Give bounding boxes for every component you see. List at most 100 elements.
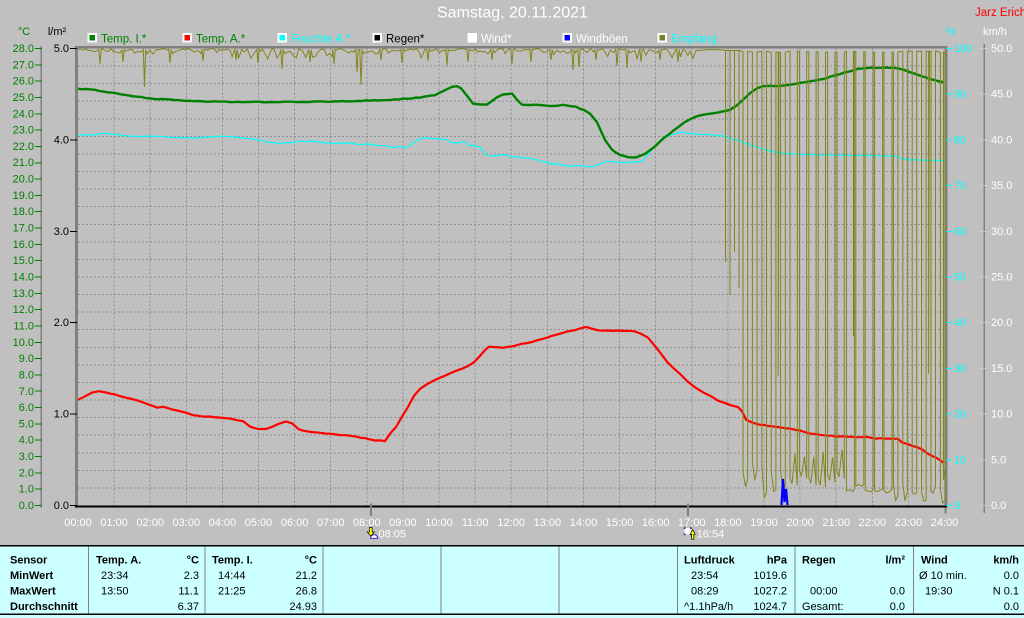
svg-text:5.0: 5.0 [54, 43, 69, 55]
svg-text:Sensor: Sensor [10, 555, 48, 567]
svg-text:7.0: 7.0 [19, 386, 34, 398]
svg-text:21:00: 21:00 [822, 517, 850, 529]
svg-text:08:29: 08:29 [691, 586, 719, 598]
svg-text:6.37: 6.37 [178, 601, 199, 613]
svg-text:30.0: 30.0 [991, 226, 1012, 238]
svg-text:17:00: 17:00 [678, 517, 706, 529]
svg-text:24.0: 24.0 [13, 108, 34, 120]
svg-text:17.0: 17.0 [13, 223, 34, 235]
svg-text:20.0: 20.0 [13, 174, 34, 186]
svg-text:24.93: 24.93 [289, 601, 317, 613]
svg-text:28.0: 28.0 [13, 43, 34, 55]
svg-text:1024.7: 1024.7 [753, 601, 787, 613]
svg-text:Regen: Regen [802, 555, 836, 567]
svg-text:23:00: 23:00 [895, 517, 923, 529]
svg-text:07:00: 07:00 [317, 517, 345, 529]
svg-text:Luftdruck: Luftdruck [684, 555, 736, 567]
svg-text:hPa: hPa [767, 555, 788, 567]
svg-text:15.0: 15.0 [13, 255, 34, 267]
svg-text:10:00: 10:00 [425, 517, 453, 529]
svg-text:°C: °C [187, 555, 199, 567]
svg-text:Temp. I.*: Temp. I.* [101, 34, 147, 46]
svg-text:26.0: 26.0 [13, 76, 34, 88]
svg-text:15.0: 15.0 [991, 363, 1012, 375]
svg-text:l/m²: l/m² [885, 555, 905, 567]
svg-text:0.0: 0.0 [890, 601, 905, 613]
svg-text:Durchschnitt: Durchschnitt [10, 601, 78, 613]
svg-text:80: 80 [954, 134, 966, 146]
svg-text:14:00: 14:00 [570, 517, 598, 529]
svg-text:Samstag, 20.11.2021: Samstag, 20.11.2021 [437, 5, 588, 22]
svg-text:Regen*: Regen* [386, 34, 425, 46]
svg-text:l/m²: l/m² [48, 26, 67, 38]
svg-text:25.0: 25.0 [991, 272, 1012, 284]
svg-text:13:50: 13:50 [101, 586, 129, 598]
svg-text:1.0: 1.0 [19, 484, 34, 496]
svg-text:05:00: 05:00 [245, 517, 273, 529]
svg-text:km/h: km/h [983, 26, 1007, 38]
svg-text:3.0: 3.0 [19, 451, 34, 463]
svg-text:2.0: 2.0 [19, 467, 34, 479]
svg-text:20.0: 20.0 [991, 317, 1012, 329]
svg-text:00:00: 00:00 [64, 517, 92, 529]
svg-text:20: 20 [954, 409, 966, 421]
svg-text:10: 10 [954, 454, 966, 466]
svg-text:40.0: 40.0 [991, 134, 1012, 146]
svg-text:04:00: 04:00 [209, 517, 237, 529]
svg-text:90: 90 [954, 89, 966, 101]
svg-text:30: 30 [954, 363, 966, 375]
svg-text:Gesamt:: Gesamt: [802, 601, 844, 613]
svg-text:MinWert: MinWert [10, 570, 54, 582]
svg-text:50: 50 [954, 272, 966, 284]
svg-text:14.0: 14.0 [13, 272, 34, 284]
svg-text:21.0: 21.0 [13, 157, 34, 169]
svg-text:45.0: 45.0 [991, 89, 1012, 101]
svg-text:18.0: 18.0 [13, 206, 34, 218]
svg-text:02:00: 02:00 [136, 517, 164, 529]
svg-text:16:00: 16:00 [642, 517, 670, 529]
svg-text:24:00: 24:00 [931, 517, 959, 529]
svg-text:06:00: 06:00 [281, 517, 309, 529]
svg-text:1027.2: 1027.2 [753, 586, 787, 598]
svg-text:4.0: 4.0 [54, 134, 69, 146]
svg-text:12:00: 12:00 [497, 517, 525, 529]
svg-text:22.0: 22.0 [13, 141, 34, 153]
svg-text:2.0: 2.0 [54, 317, 69, 329]
svg-text:0.0: 0.0 [1004, 570, 1019, 582]
svg-text:^1.1hPa/h: ^1.1hPa/h [684, 601, 733, 613]
svg-text:18:00: 18:00 [714, 517, 742, 529]
svg-text:km/h: km/h [993, 555, 1019, 567]
svg-text:11.0: 11.0 [13, 321, 34, 333]
svg-text:25.0: 25.0 [13, 92, 34, 104]
svg-text:23:34: 23:34 [101, 570, 129, 582]
svg-text:13:00: 13:00 [534, 517, 562, 529]
svg-text:01:00: 01:00 [100, 517, 128, 529]
svg-text:13.0: 13.0 [13, 288, 34, 300]
svg-text:19.0: 19.0 [13, 190, 34, 202]
svg-text:23.0: 23.0 [13, 125, 34, 137]
svg-text:19:30: 19:30 [925, 586, 953, 598]
svg-text:Temp. A.*: Temp. A.* [196, 34, 246, 46]
svg-text:N 0.1: N 0.1 [993, 586, 1019, 598]
svg-text:15:00: 15:00 [606, 517, 634, 529]
svg-text:3.0: 3.0 [54, 226, 69, 238]
svg-text:21.2: 21.2 [296, 570, 317, 582]
svg-text:0.0: 0.0 [890, 586, 905, 598]
svg-text:35.0: 35.0 [991, 180, 1012, 192]
svg-text:08:05: 08:05 [379, 529, 407, 541]
svg-text:22:00: 22:00 [859, 517, 887, 529]
svg-text:5.0: 5.0 [991, 454, 1006, 466]
svg-text:°C: °C [18, 26, 30, 38]
svg-text:4.0: 4.0 [19, 435, 34, 447]
svg-text:Temp. I.: Temp. I. [212, 555, 253, 567]
svg-text:16.0: 16.0 [13, 239, 34, 251]
svg-text:14:44: 14:44 [218, 570, 246, 582]
svg-text:%: % [946, 26, 956, 38]
svg-text:08:00: 08:00 [353, 517, 381, 529]
svg-text:11:00: 11:00 [462, 517, 489, 529]
svg-text:10.0: 10.0 [13, 337, 34, 349]
svg-text:00:00: 00:00 [810, 586, 838, 598]
svg-text:MaxWert: MaxWert [10, 586, 56, 598]
svg-text:09:00: 09:00 [389, 517, 417, 529]
svg-text:1.0: 1.0 [54, 409, 69, 421]
